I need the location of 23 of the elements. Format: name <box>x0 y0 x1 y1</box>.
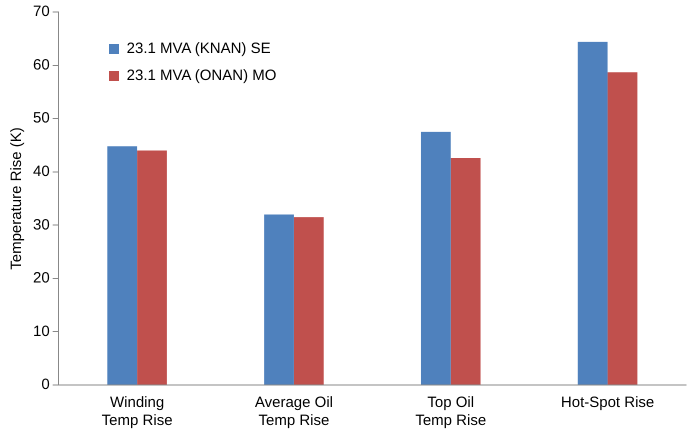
bar <box>137 150 167 384</box>
bar <box>450 158 481 384</box>
bar <box>578 42 608 384</box>
x-tick-label: Winding Temp Rise <box>102 394 173 430</box>
y-tick-label: 50 <box>32 110 50 127</box>
bar <box>107 146 138 384</box>
y-tick-label: 60 <box>32 56 50 74</box>
y-tick-label: 10 <box>32 322 50 340</box>
legend-label: 23.1 MVA (KNAN) SE <box>126 40 271 57</box>
x-tick-label: Top Oil Temp Rise <box>415 394 486 430</box>
y-tick-label: 40 <box>32 163 50 180</box>
x-tick-label: Hot-Spot Rise <box>560 394 654 412</box>
x-tick-label: Average Oil Temp Rise <box>254 394 333 430</box>
y-tick-label: 20 <box>32 270 50 287</box>
bar <box>294 217 324 384</box>
bar <box>264 214 294 384</box>
bar <box>420 132 451 384</box>
bar <box>608 72 638 384</box>
legend-label: 23.1 MVA (ONAN) MO <box>126 67 276 84</box>
y-tick-label: 0 <box>41 376 50 394</box>
y-tick-label: 30 <box>32 216 50 234</box>
y-tick-label: 70 <box>32 3 50 20</box>
y-axis-title: Temperature Rise (K) <box>8 127 26 270</box>
